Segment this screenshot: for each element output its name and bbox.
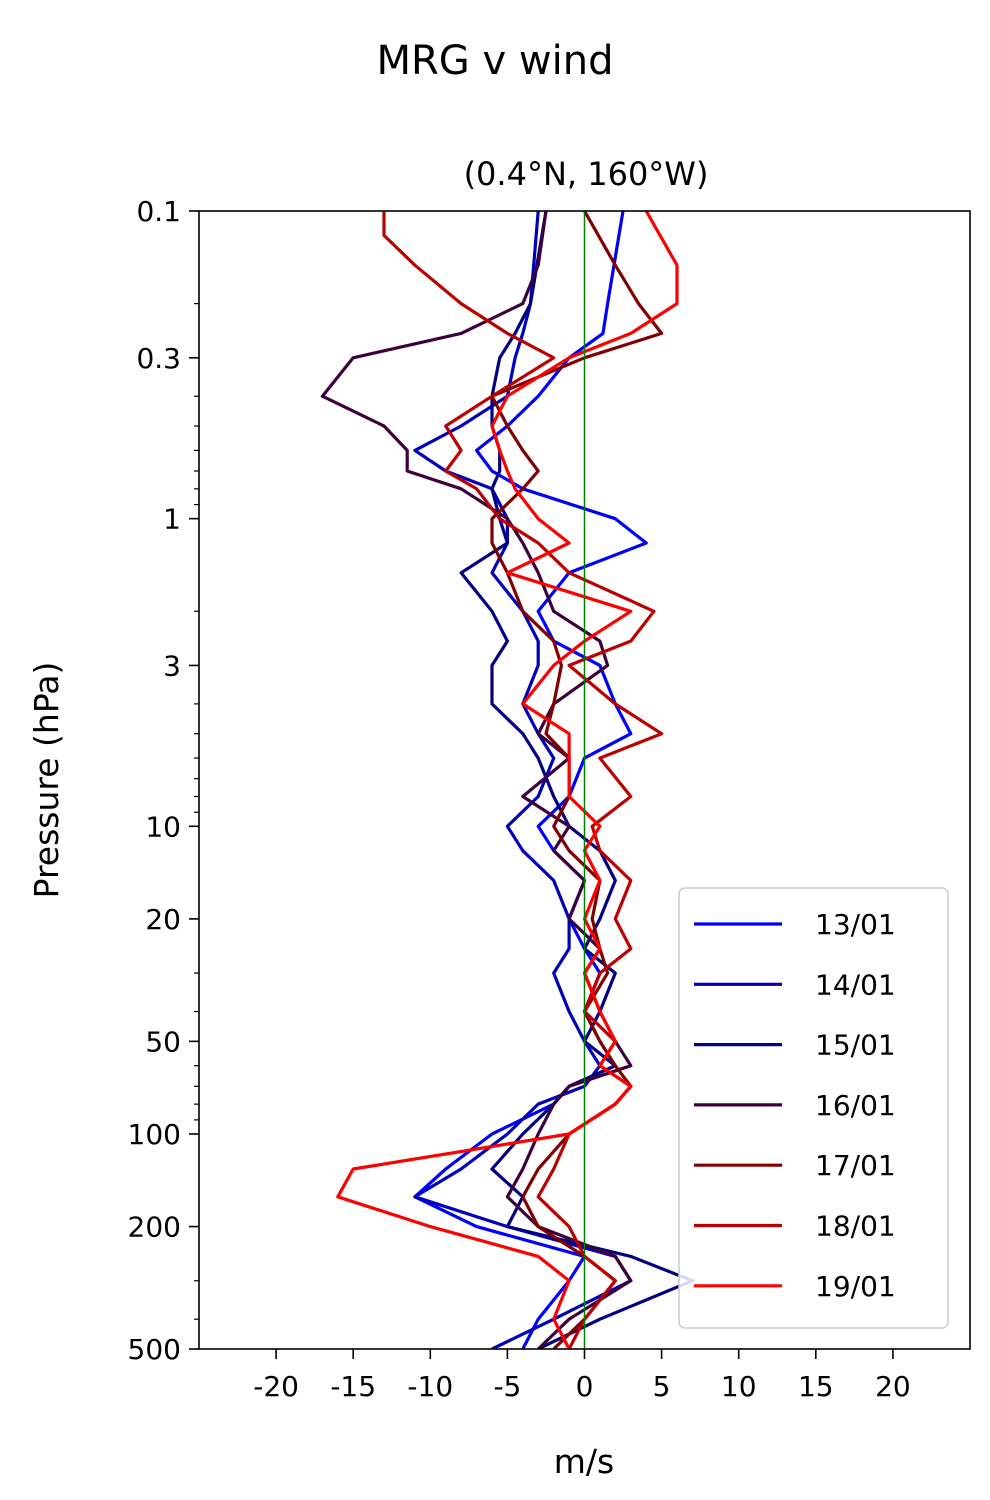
y-tick-label: 10 (145, 810, 181, 843)
x-tick-label: -20 (253, 1370, 299, 1403)
legend-label: 17/01 (815, 1149, 896, 1182)
y-tick-label: 0.1 (136, 195, 181, 228)
legend-label: 19/01 (815, 1270, 896, 1303)
y-tick-label: 1 (163, 503, 181, 536)
series-layer (320, 211, 695, 1349)
legend-box (678, 887, 949, 1329)
legend-label: 14/01 (815, 968, 896, 1001)
x-axis-label: m/s (554, 1442, 614, 1481)
chart-subtitle: (0.4°N, 160°W) (464, 155, 709, 193)
x-tick-label: -5 (493, 1370, 521, 1403)
legend: 13/01 14/01 15/01 16/01 17/01 18/01 19/01 (678, 887, 949, 1329)
legend-label: 15/01 (815, 1029, 896, 1062)
series-line-14-01 (413, 211, 633, 1349)
y-tick-label: 100 (128, 1118, 181, 1151)
x-tick-label: -15 (330, 1370, 376, 1403)
y-tick-label: 0.3 (136, 342, 181, 375)
series-line-18-01 (382, 211, 664, 1349)
legend-label: 16/01 (815, 1089, 896, 1122)
plot-frame (198, 210, 971, 1350)
chart-title: MRG v wind (377, 38, 614, 84)
legend-label: 13/01 (815, 908, 896, 941)
x-tick-label: 5 (653, 1370, 671, 1403)
x-tick-label: 15 (798, 1370, 834, 1403)
series-line-19-01 (336, 211, 679, 1349)
x-tick-label: 20 (875, 1370, 911, 1403)
y-tick-label: 50 (145, 1025, 181, 1058)
x-tick-label: -10 (407, 1370, 453, 1403)
legend-label: 18/01 (815, 1210, 896, 1243)
y-tick-label: 200 (128, 1211, 181, 1244)
series-line-13-01 (413, 211, 648, 1349)
x-tick-label: 0 (576, 1370, 594, 1403)
ticks-layer: -20 -15 -10 -5 0 5 10 15 20 0.1 0.3 1 3 10 20 50 100 200 5… (128, 195, 911, 1403)
series-line-16-01 (320, 211, 633, 1349)
y-tick-label: 3 (163, 649, 181, 682)
y-tick-label: 500 (128, 1333, 181, 1366)
y-axis-label: Pressure (hPa) (27, 662, 66, 899)
y-tick-label: 20 (145, 903, 181, 936)
x-tick-label: 10 (721, 1370, 757, 1403)
